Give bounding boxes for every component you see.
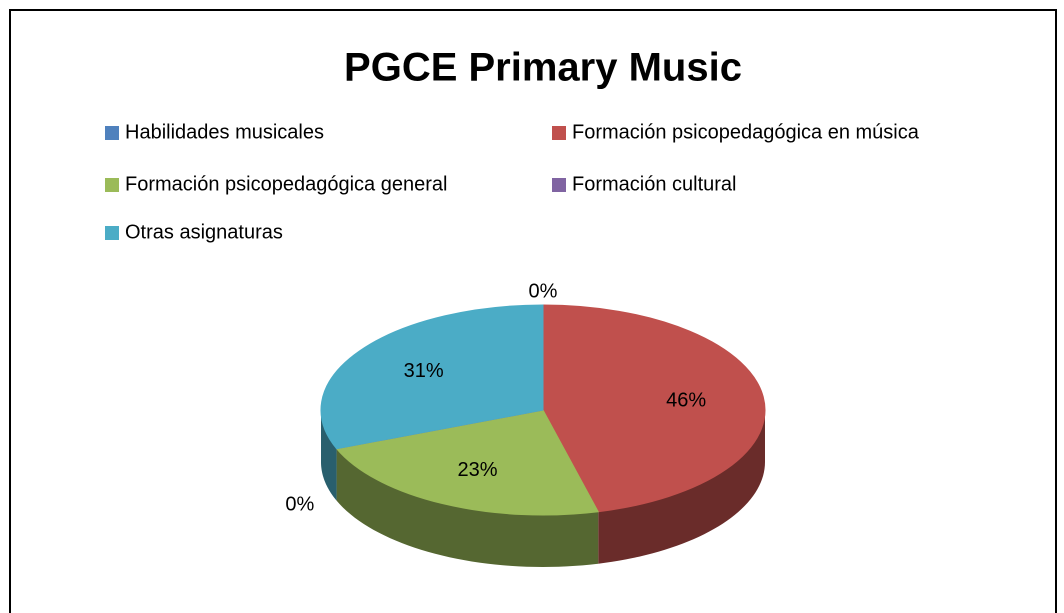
pie-side xyxy=(598,410,765,564)
legend-swatch xyxy=(552,178,566,192)
legend-label: Formación cultural xyxy=(572,173,737,195)
pie-side xyxy=(336,448,599,567)
legend-label: Formación psicopedagógica en música xyxy=(572,121,920,143)
data-label: 46% xyxy=(666,390,706,412)
legend-swatch xyxy=(105,126,119,140)
legend-label: Formación psicopedagógica general xyxy=(125,173,447,195)
legend-swatch xyxy=(105,226,119,240)
data-label: 0% xyxy=(529,281,558,303)
data-label: 0% xyxy=(285,494,314,516)
data-label: 23% xyxy=(457,459,497,481)
pie-side xyxy=(321,410,337,501)
pie-sides xyxy=(321,410,765,567)
legend-swatch xyxy=(105,178,119,192)
legend-swatch xyxy=(552,126,566,140)
pie-slice xyxy=(335,409,599,516)
data-label: 31% xyxy=(404,360,444,382)
legend-label: Otras asignaturas xyxy=(125,221,283,243)
pie-slice xyxy=(320,304,544,450)
legend-label: Habilidades musicales xyxy=(125,121,324,143)
pie-slice xyxy=(542,304,766,513)
chart-title: PGCE Primary Music xyxy=(344,46,742,90)
